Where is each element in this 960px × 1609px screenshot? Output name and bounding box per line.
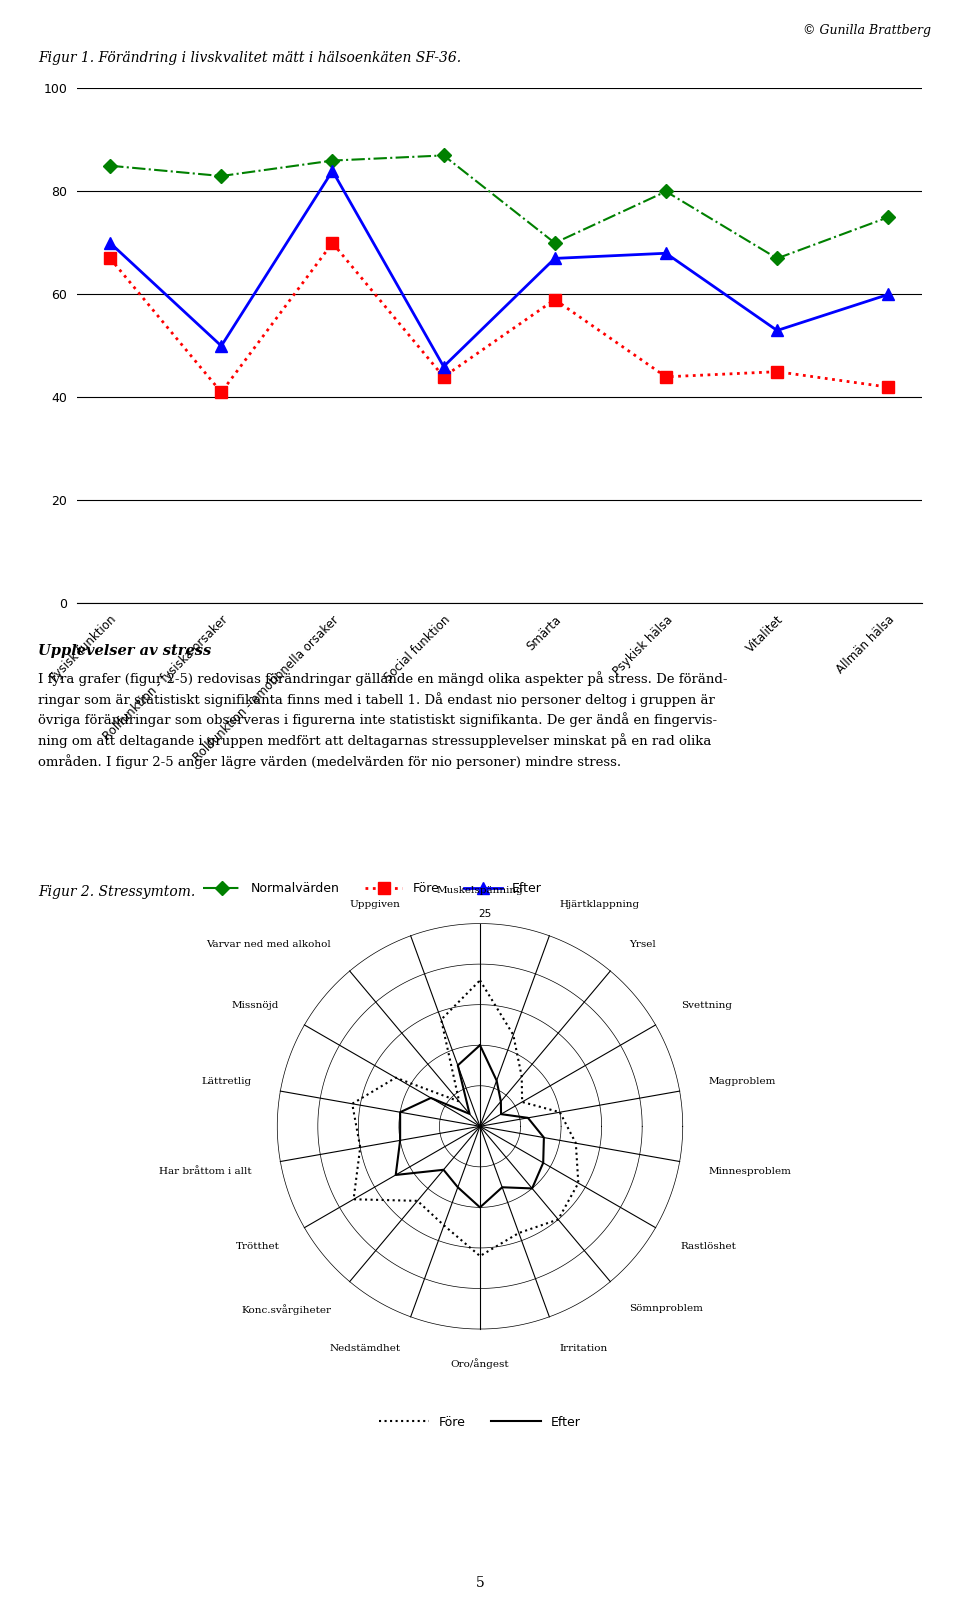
Text: Magproblem: Magproblem [708, 1076, 776, 1086]
Text: Svettning: Svettning [681, 1001, 732, 1010]
Legend: Normalvärden, Före, Efter: Normalvärden, Före, Efter [199, 877, 546, 901]
Text: Missnöjd: Missnöjd [232, 1001, 279, 1010]
Text: Hjärtklappning: Hjärtklappning [560, 899, 639, 909]
Legend: Före, Efter: Före, Efter [374, 1411, 586, 1434]
Text: Uppgiven: Uppgiven [349, 899, 400, 909]
Text: Har bråttom i allt: Har bråttom i allt [159, 1167, 252, 1176]
Text: Minnesproblem: Minnesproblem [708, 1167, 791, 1176]
Text: I fyra grafer (figur 2-5) redovisas förändringar gällande en mängd olika aspekte: I fyra grafer (figur 2-5) redovisas förä… [38, 671, 728, 769]
Text: Upplevelser av stress: Upplevelser av stress [38, 644, 211, 658]
Text: Nedstämdhet: Nedstämdhet [329, 1344, 400, 1353]
Text: Varvar ned med alkohol: Varvar ned med alkohol [206, 940, 331, 949]
Text: Muskelspänning: Muskelspänning [437, 885, 523, 895]
Text: 5: 5 [475, 1575, 485, 1590]
Text: Oro/ångest: Oro/ångest [450, 1358, 510, 1369]
Text: Trötthet: Trötthet [235, 1242, 279, 1252]
Text: © Gunilla Brattberg: © Gunilla Brattberg [804, 24, 931, 37]
Text: Figur 1. Förändring i livskvalitet mätt i hälsoenkäten SF-36.: Figur 1. Förändring i livskvalitet mätt … [38, 51, 462, 66]
Text: Sömnproblem: Sömnproblem [629, 1303, 703, 1313]
Text: Figur 2. Stressymtom.: Figur 2. Stressymtom. [38, 885, 196, 899]
Text: 25: 25 [478, 909, 492, 919]
Text: Lättretlig: Lättretlig [202, 1076, 252, 1086]
Text: Konc.svårgiheter: Konc.svårgiheter [241, 1303, 331, 1315]
Text: Yrsel: Yrsel [629, 940, 656, 949]
Text: Irritation: Irritation [560, 1344, 608, 1353]
Text: Rastlöshet: Rastlöshet [681, 1242, 736, 1252]
